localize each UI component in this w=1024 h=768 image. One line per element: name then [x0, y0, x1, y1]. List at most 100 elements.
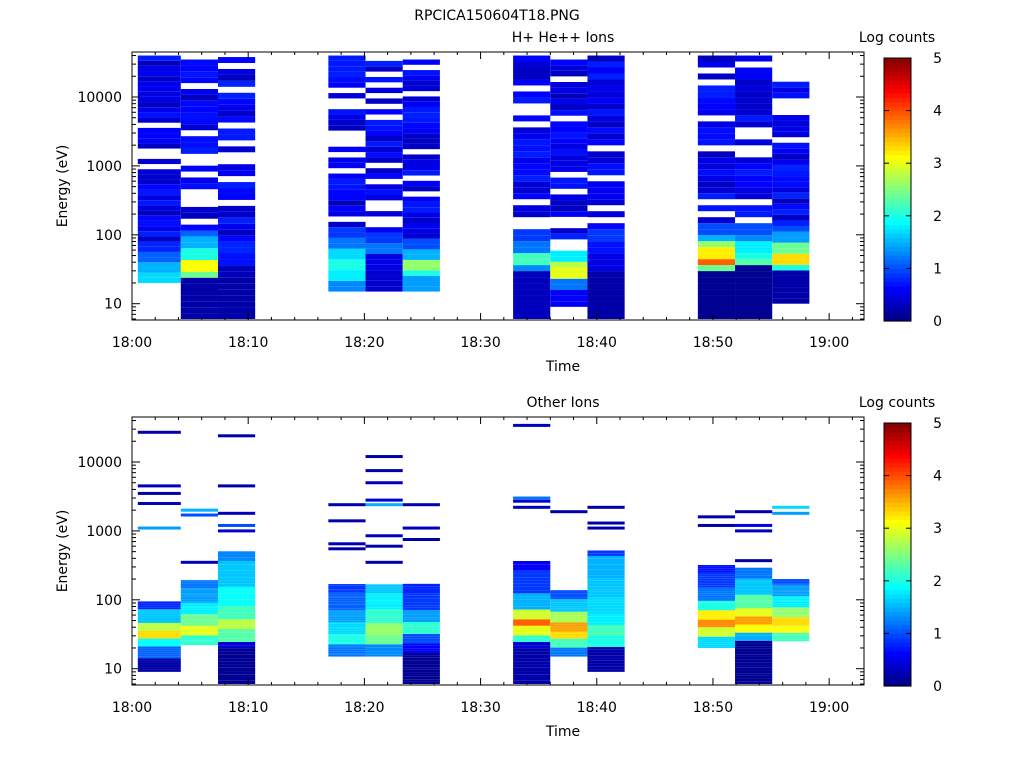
heatmap-cell [402, 614, 440, 618]
heatmap-cell [513, 596, 551, 600]
heatmap-cell [217, 596, 256, 600]
heatmap-cell [735, 169, 773, 176]
heatmap-cell [697, 636, 736, 639]
heatmap-cell [513, 658, 551, 662]
colorbar-segment [884, 449, 911, 455]
heatmap-cell [697, 640, 736, 643]
heatmap-cell [550, 205, 588, 212]
heatmap-cell [513, 133, 551, 140]
colorbar-segment [884, 567, 911, 573]
heatmap-cell [328, 627, 366, 629]
heatmap-cell [137, 133, 181, 139]
heatmap-cell [365, 614, 403, 617]
heatmap-cell [328, 634, 366, 636]
colorbar-segment [884, 488, 911, 494]
colorbar-segment [884, 659, 911, 665]
heatmap-cell [697, 109, 736, 116]
heatmap-cell [365, 119, 403, 126]
heatmap-cell [513, 570, 551, 574]
energy-sweep [513, 423, 551, 684]
heatmap-cell [735, 510, 773, 514]
heatmap-cell [402, 681, 440, 684]
heatmap-cell [772, 209, 810, 215]
heatmap-cell [180, 560, 218, 564]
heatmap-cell [402, 244, 440, 250]
heatmap-cell [735, 605, 773, 609]
heatmap-cell [735, 229, 773, 236]
heatmap-cell [137, 654, 181, 657]
heatmap-cell [550, 93, 588, 99]
heatmap-cell [772, 579, 810, 581]
heatmap-cell [513, 145, 551, 152]
heatmap-cell [513, 606, 551, 610]
heatmap-cell [328, 590, 366, 593]
heatmap-cell [550, 618, 588, 621]
heatmap-cell [550, 640, 588, 643]
heatmap-cell [697, 574, 736, 577]
heatmap-cell [697, 283, 736, 290]
heatmap-cell [550, 273, 588, 279]
heatmap-cell [137, 55, 181, 61]
heatmap-cell [328, 651, 366, 654]
colorbar-segment [884, 294, 911, 300]
heatmap-cell [550, 59, 588, 66]
heatmap-cell [365, 130, 403, 136]
heatmap-cell [772, 159, 810, 165]
x-tick-label: 18:40 [577, 700, 617, 716]
heatmap-cell [587, 181, 625, 188]
heatmap-cell [217, 146, 256, 153]
heatmap-cell [402, 122, 440, 129]
heatmap-cell [365, 152, 403, 158]
heatmap-cell [402, 254, 440, 260]
heatmap-cell [137, 613, 181, 616]
heatmap-cell [735, 635, 773, 639]
heatmap-cell [550, 211, 588, 217]
colorbar-segment [884, 479, 911, 485]
heatmap-cell [550, 250, 588, 257]
heatmap-cell [735, 295, 773, 302]
heatmap-cell [365, 654, 403, 657]
x-tick-label: 19:00 [809, 700, 849, 716]
heatmap-cell [772, 220, 810, 227]
heatmap-cell [513, 187, 551, 194]
heatmap-cell [735, 55, 773, 62]
heatmap-cell [697, 157, 736, 164]
heatmap-cell [587, 611, 625, 614]
heatmap-cell [365, 616, 403, 618]
heatmap-cell [587, 97, 625, 104]
plot-frame [131, 416, 865, 686]
heatmap-cell [180, 604, 218, 607]
heatmap-cell [180, 628, 218, 631]
heatmap-cell [772, 637, 810, 639]
heatmap-cell [180, 599, 218, 602]
colorbar-segment [884, 563, 911, 569]
heatmap-cell [697, 564, 736, 567]
heatmap-cell [735, 193, 773, 200]
energy-sweep [402, 59, 440, 292]
colorbar-segment [884, 536, 911, 542]
heatmap-cell [137, 117, 181, 123]
heatmap-cell [587, 85, 625, 92]
heatmap-cell [697, 295, 736, 302]
colorbar-segment [884, 141, 911, 147]
heatmap-cell [513, 73, 551, 80]
heatmap-cell [180, 619, 218, 621]
heatmap-cell [772, 115, 810, 121]
heatmap-cell [587, 115, 625, 122]
heatmap-cell [328, 114, 366, 120]
heatmap-cell [365, 584, 403, 587]
heatmap-cell [137, 267, 181, 273]
heatmap-cell [137, 484, 181, 488]
heatmap-cell [217, 677, 256, 681]
heatmap-cell [402, 85, 440, 92]
heatmap-cell [513, 423, 551, 427]
colorbar-segment [884, 255, 911, 261]
heatmap-cell [402, 133, 440, 139]
heatmap-cell [180, 254, 218, 261]
heatmap-cell [735, 265, 773, 272]
colorbar-segment [884, 97, 911, 103]
heatmap-cell [365, 481, 403, 485]
heatmap-cell [180, 580, 218, 582]
plot-frame [131, 51, 865, 321]
heatmap-cell [550, 608, 588, 610]
